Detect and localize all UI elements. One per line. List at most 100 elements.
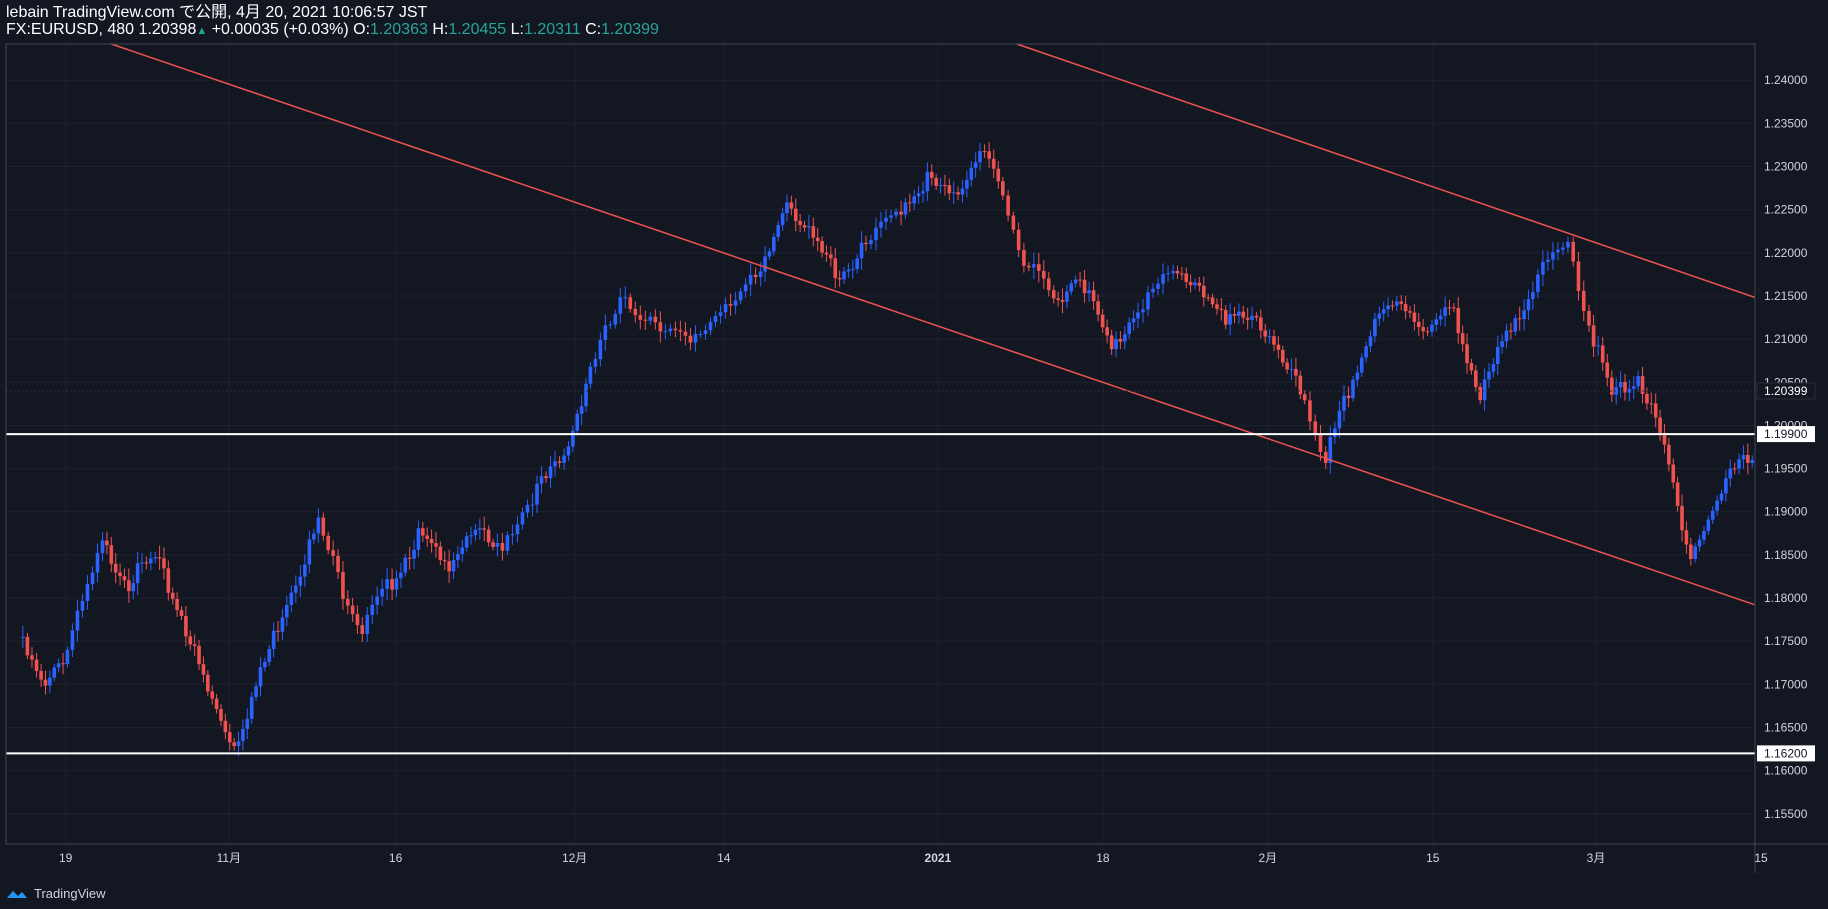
- candle-body: [1671, 464, 1676, 483]
- price-tick-label: 1.15500: [1764, 807, 1808, 821]
- candle-body: [815, 237, 820, 242]
- candle-body: [1161, 274, 1165, 284]
- candle-body: [668, 328, 673, 332]
- candle-body: [1091, 290, 1096, 302]
- candle-body: [1587, 310, 1591, 326]
- trend-line: [111, 43, 1756, 606]
- candle-body: [39, 670, 43, 680]
- high-label: H:: [432, 21, 449, 38]
- up-arrow-icon: ▲: [196, 25, 208, 37]
- candle-body: [598, 339, 603, 360]
- candle-body: [249, 696, 254, 719]
- candle-body: [884, 217, 888, 222]
- candle-body: [1323, 451, 1328, 463]
- candle-body: [1750, 460, 1755, 463]
- candle-body: [1416, 321, 1421, 328]
- candle-body: [1460, 333, 1465, 345]
- candle-body: [1368, 336, 1373, 347]
- candle-body: [385, 579, 389, 589]
- symbol-label[interactable]: FX:EURUSD, 480: [6, 21, 135, 38]
- candle-body: [1425, 331, 1430, 333]
- candle-body: [153, 557, 157, 559]
- candle-body: [1082, 279, 1087, 294]
- candle-body: [1308, 400, 1312, 422]
- candle-body: [1403, 303, 1408, 312]
- candle-body: [623, 297, 628, 299]
- candle-body: [254, 686, 258, 697]
- candle-body: [316, 517, 321, 534]
- candle-body: [1689, 544, 1693, 559]
- candle-body: [973, 162, 978, 168]
- candle-body: [553, 461, 557, 467]
- candle-body: [1658, 417, 1662, 433]
- candle-body: [1259, 317, 1263, 331]
- candle-body: [1166, 273, 1170, 275]
- candle-body: [495, 543, 500, 547]
- footer-branding[interactable]: TradingView: [6, 886, 106, 901]
- candle-body: [95, 553, 100, 573]
- high-value: 1.20455: [448, 21, 507, 38]
- candle-body: [978, 151, 982, 163]
- candle-body: [912, 196, 917, 204]
- candle-body: [723, 304, 728, 313]
- candle-body: [456, 554, 460, 561]
- candle-body: [951, 192, 956, 194]
- candle-body: [520, 512, 525, 525]
- candle-body: [1032, 264, 1036, 268]
- candle-body: [276, 630, 280, 632]
- candle-body: [464, 536, 469, 548]
- candle-body: [1381, 309, 1386, 314]
- candle-body: [1662, 432, 1667, 445]
- candle-body: [1541, 261, 1545, 275]
- candle-body: [390, 579, 394, 590]
- candle-body: [603, 325, 608, 340]
- candle-body: [874, 227, 878, 241]
- candle-body: [289, 592, 294, 606]
- candle-body: [566, 446, 571, 456]
- price-tick-label: 1.16000: [1764, 764, 1808, 778]
- price-tick-label: 1.19500: [1764, 462, 1808, 476]
- candle-body: [1443, 307, 1447, 316]
- candle-body: [109, 545, 114, 564]
- candle-body: [1618, 381, 1623, 388]
- candle-body: [618, 297, 623, 314]
- candle-body: [505, 535, 510, 551]
- candle-body: [1069, 283, 1074, 292]
- price-tick-label: 1.17500: [1764, 634, 1808, 648]
- candle-body: [438, 546, 443, 560]
- candle-body: [628, 297, 633, 309]
- candle-body: [1399, 301, 1404, 304]
- candle-body: [25, 636, 30, 656]
- candle-body: [1051, 290, 1056, 299]
- candle-body: [1215, 304, 1219, 309]
- candle-body: [1171, 270, 1175, 274]
- candle-body: [1421, 327, 1425, 332]
- candle-body: [486, 529, 491, 543]
- candle-body: [197, 645, 201, 665]
- candle-body: [341, 572, 345, 599]
- candle-body: [162, 558, 166, 569]
- candle-body: [1715, 500, 1719, 511]
- candle-body: [263, 661, 267, 668]
- candle-body: [1267, 336, 1272, 338]
- candle-body: [1623, 381, 1627, 393]
- candle-body: [842, 271, 846, 280]
- candle-body: [184, 615, 188, 637]
- candle-body: [1412, 312, 1417, 322]
- price-tick-label: 1.22500: [1764, 203, 1808, 217]
- tradingview-logo-icon: [7, 890, 27, 898]
- level-price-label: 1.19900: [1764, 427, 1808, 441]
- candle-body: [1333, 428, 1337, 437]
- candle-body: [1732, 468, 1737, 470]
- candle-body: [321, 517, 326, 536]
- candle-body: [633, 308, 638, 316]
- candle-body: [100, 540, 105, 554]
- candle-body: [833, 258, 838, 278]
- candle-body: [575, 413, 580, 431]
- candle-body: [331, 550, 335, 556]
- candle-body: [232, 742, 236, 747]
- candle-body: [1478, 386, 1482, 401]
- candle-body: [206, 674, 210, 692]
- candle-body: [846, 269, 851, 272]
